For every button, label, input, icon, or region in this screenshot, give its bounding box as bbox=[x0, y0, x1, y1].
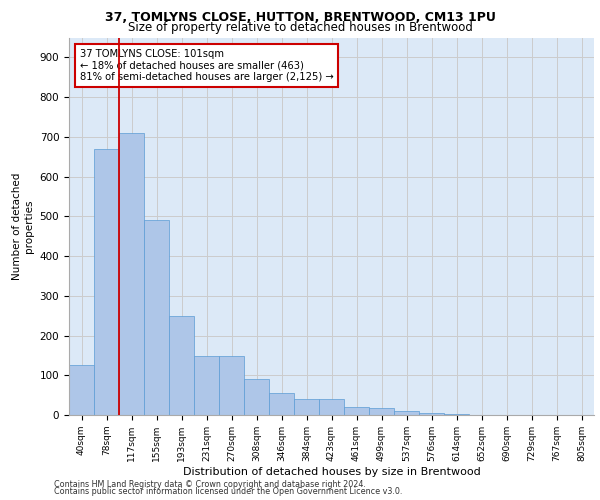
X-axis label: Distribution of detached houses by size in Brentwood: Distribution of detached houses by size … bbox=[182, 466, 481, 476]
Text: 37 TOMLYNS CLOSE: 101sqm
← 18% of detached houses are smaller (463)
81% of semi-: 37 TOMLYNS CLOSE: 101sqm ← 18% of detach… bbox=[79, 49, 333, 82]
Bar bbox=[444, 414, 469, 415]
Bar bbox=[219, 356, 244, 415]
Bar bbox=[369, 408, 394, 415]
Bar bbox=[344, 407, 369, 415]
Bar bbox=[419, 413, 444, 415]
Bar bbox=[119, 133, 144, 415]
Bar bbox=[319, 399, 344, 415]
Bar bbox=[294, 399, 319, 415]
Bar bbox=[69, 366, 94, 415]
Bar bbox=[169, 316, 194, 415]
Text: 37, TOMLYNS CLOSE, HUTTON, BRENTWOOD, CM13 1PU: 37, TOMLYNS CLOSE, HUTTON, BRENTWOOD, CM… bbox=[104, 11, 496, 24]
Bar bbox=[269, 393, 294, 415]
Bar bbox=[394, 411, 419, 415]
Bar bbox=[144, 220, 169, 415]
Y-axis label: Number of detached
properties: Number of detached properties bbox=[13, 172, 34, 280]
Text: Size of property relative to detached houses in Brentwood: Size of property relative to detached ho… bbox=[128, 21, 472, 34]
Bar bbox=[94, 149, 119, 415]
Text: Contains HM Land Registry data © Crown copyright and database right 2024.: Contains HM Land Registry data © Crown c… bbox=[54, 480, 366, 489]
Text: Contains public sector information licensed under the Open Government Licence v3: Contains public sector information licen… bbox=[54, 487, 403, 496]
Bar bbox=[244, 379, 269, 415]
Bar bbox=[194, 356, 219, 415]
